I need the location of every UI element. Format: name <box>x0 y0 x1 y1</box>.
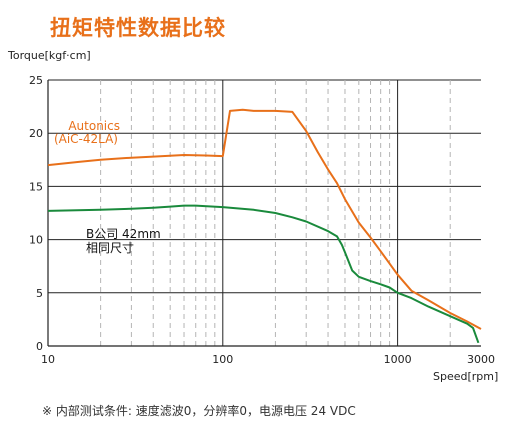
footnote: ※ 内部测试条件: 速度滤波0，分辨率0，电源电压 24 VDC <box>42 404 356 418</box>
autonics-series-label: (AiC-42LA) <box>54 132 118 146</box>
y-tick-label: 25 <box>29 74 43 87</box>
y-tick-label: 5 <box>36 287 43 300</box>
x-axis-label: Speed[rpm] <box>433 370 499 383</box>
x-tick-label: 1000 <box>384 353 412 366</box>
chart-title: 扭矩特性数据比较 <box>50 16 226 40</box>
y-tick-label: 20 <box>29 127 43 140</box>
b-company-series-line <box>47 204 480 344</box>
y-tick-label: 15 <box>29 180 43 193</box>
autonics-series-label: Autonics <box>68 119 120 133</box>
y-axis-label: Torque[kgf·cm] <box>8 49 91 62</box>
b-company-series-label: B公司 42mm <box>86 227 161 241</box>
x-tick-label: 10 <box>41 353 55 366</box>
y-tick-label: 0 <box>36 340 43 353</box>
x-tick-label: 100 <box>212 353 233 366</box>
y-tick-label: 10 <box>29 234 43 247</box>
x-tick-label: 3000 <box>467 353 495 366</box>
b-company-series-label: 相同尺寸 <box>86 241 134 255</box>
autonics-series-line <box>47 108 482 330</box>
